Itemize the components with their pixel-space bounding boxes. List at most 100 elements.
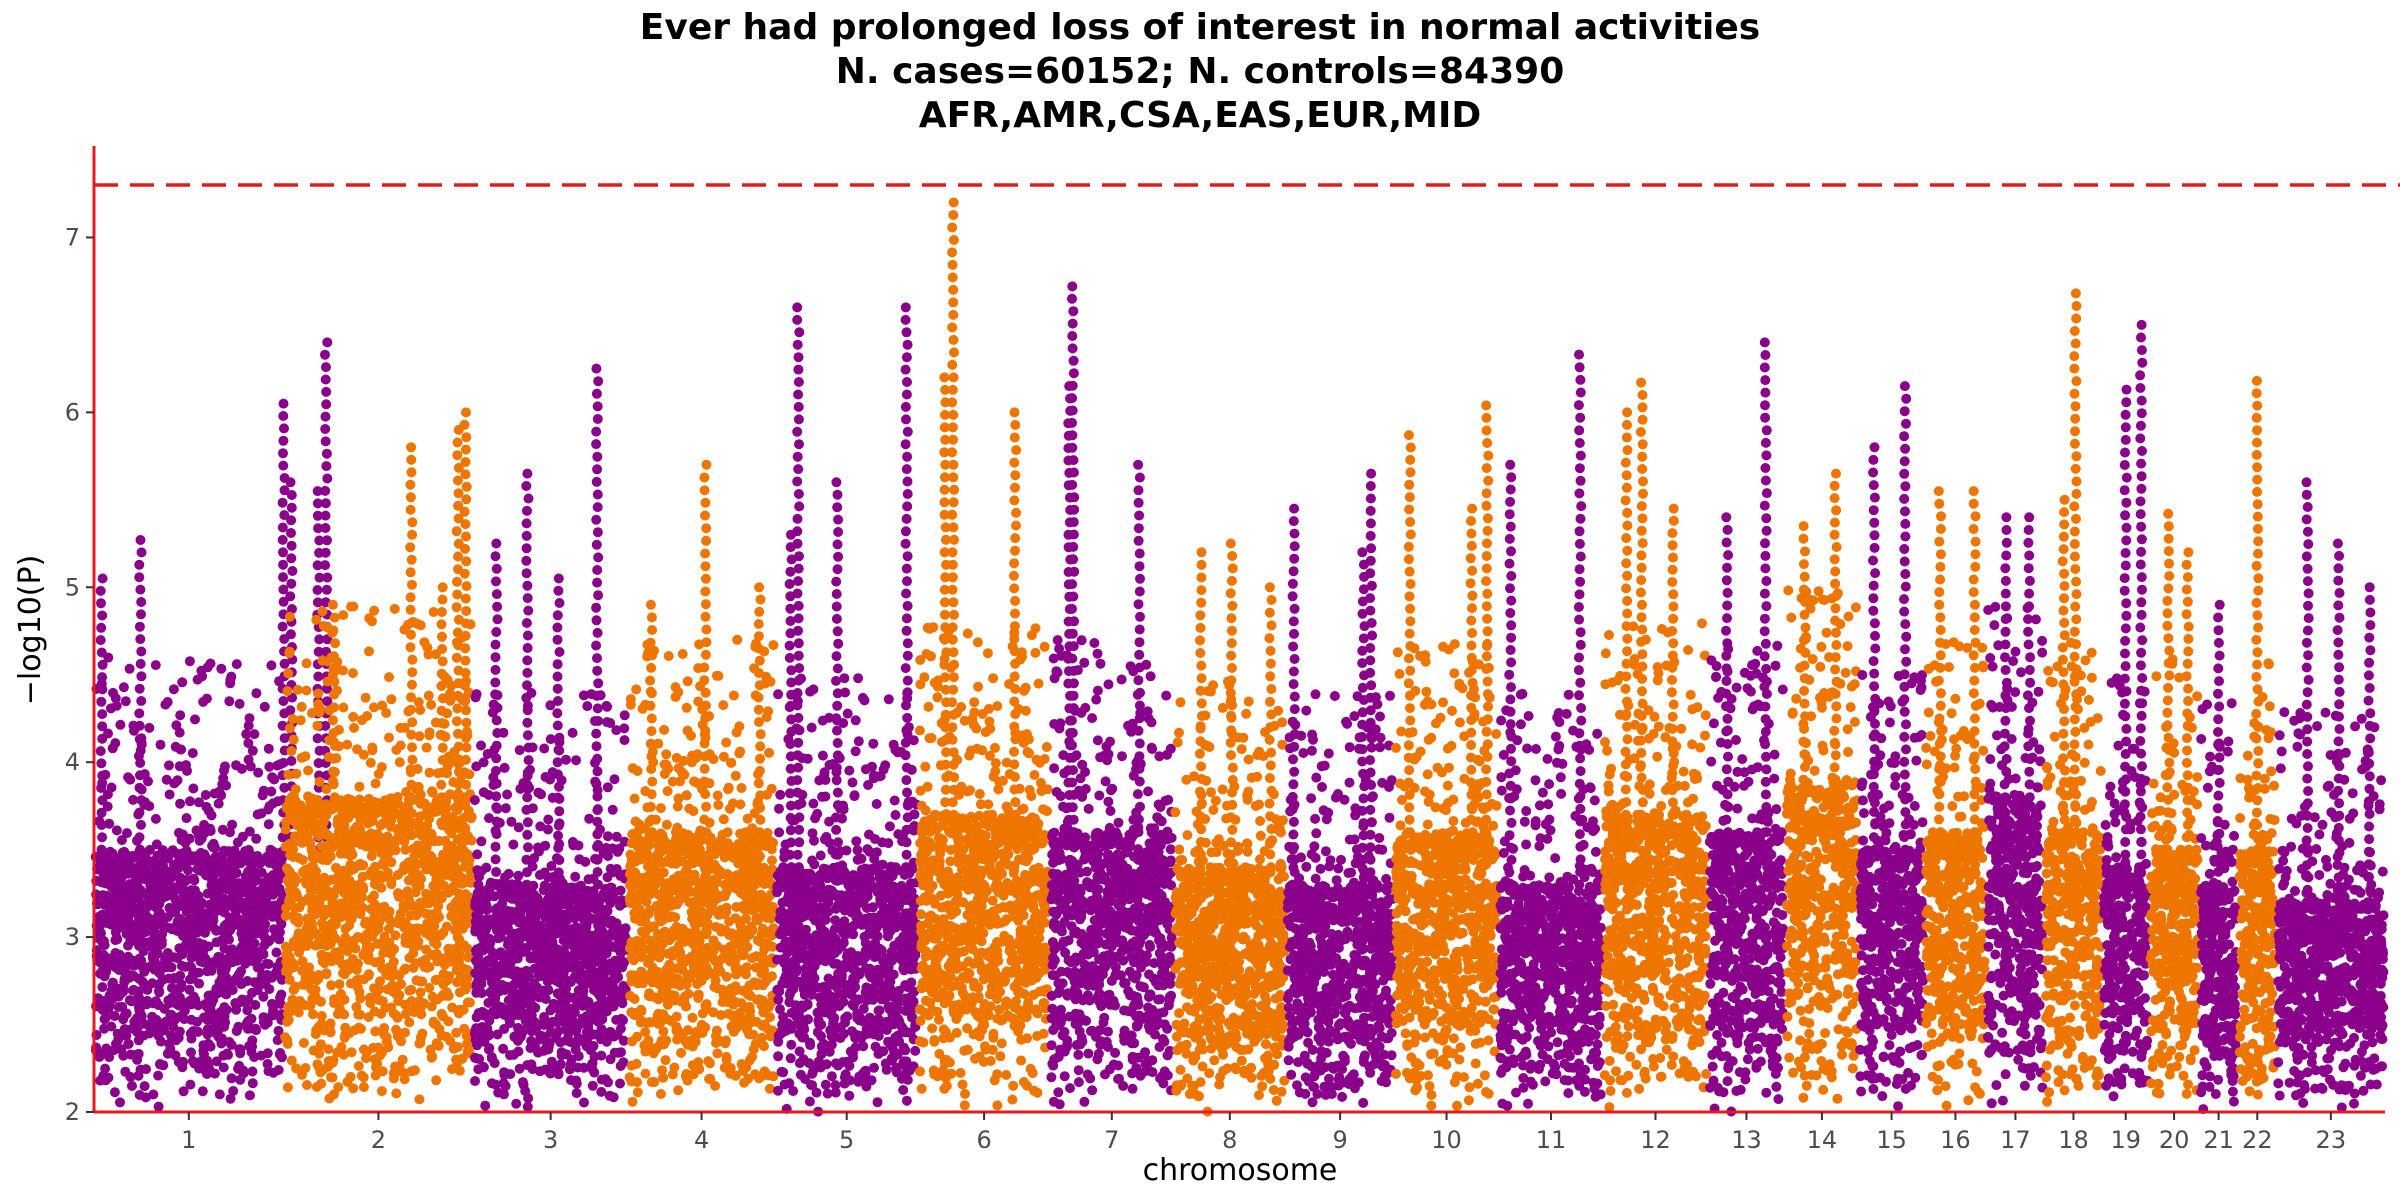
data-point	[151, 839, 162, 850]
peak-point	[522, 468, 533, 479]
peak-point	[286, 756, 297, 766]
data-point	[163, 922, 174, 933]
data-point	[119, 846, 130, 857]
data-point	[106, 914, 117, 925]
peak-point	[134, 559, 145, 570]
data-point	[615, 1078, 625, 1089]
peak-point	[459, 568, 470, 579]
data-point	[571, 755, 581, 766]
data-point	[355, 909, 366, 919]
peak-point	[593, 678, 604, 689]
peak-point	[552, 634, 563, 645]
data-point	[369, 983, 379, 994]
data-point	[596, 1074, 607, 1085]
data-point	[545, 734, 556, 745]
data-point	[381, 945, 392, 956]
peak-point	[521, 518, 532, 529]
data-point	[607, 981, 618, 991]
data-point	[414, 1094, 425, 1105]
data-point	[162, 912, 173, 923]
data-point	[289, 960, 300, 970]
data-point	[248, 945, 259, 956]
peak-point	[491, 829, 502, 840]
data-point	[345, 1071, 356, 1082]
data-point	[333, 1082, 344, 1093]
data-point	[446, 828, 457, 839]
data-point	[499, 1069, 510, 1080]
data-point	[216, 901, 227, 912]
data-point	[301, 685, 312, 696]
data-point	[150, 660, 161, 671]
data-point	[438, 953, 449, 964]
data-point	[309, 896, 320, 907]
peak-point	[591, 741, 602, 752]
data-point	[426, 914, 437, 925]
data-point	[177, 677, 188, 688]
data-point	[350, 804, 361, 815]
data-point	[126, 899, 137, 910]
data-point	[259, 701, 270, 712]
data-point	[591, 904, 602, 915]
data-point	[299, 828, 310, 839]
peak-point	[490, 677, 501, 688]
peak-point	[491, 791, 502, 802]
data-point	[693, 993, 704, 1003]
data-point	[640, 1068, 651, 1079]
data-point	[321, 877, 332, 888]
peak-point	[328, 663, 339, 674]
data-point	[339, 1032, 350, 1043]
data-point	[478, 1062, 489, 1073]
peak-point	[461, 407, 471, 418]
data-point	[528, 951, 539, 962]
data-point	[426, 699, 437, 710]
data-point	[470, 692, 481, 703]
data-point	[315, 936, 326, 947]
data-point	[296, 701, 307, 712]
data-point	[362, 804, 373, 815]
data-point	[336, 901, 347, 912]
data-point	[139, 999, 150, 1010]
data-point	[105, 703, 116, 714]
data-point	[252, 809, 263, 820]
data-point	[120, 1066, 131, 1077]
data-point	[356, 839, 367, 850]
data-point	[140, 865, 151, 876]
peak-point	[97, 733, 108, 744]
data-point	[662, 999, 673, 1010]
data-point	[565, 909, 576, 920]
peak-point	[592, 577, 603, 588]
peak-point	[592, 816, 603, 827]
data-point	[332, 1047, 343, 1058]
data-point	[462, 1038, 473, 1049]
data-point	[578, 1036, 589, 1047]
peak-point	[522, 829, 533, 840]
data-point	[511, 1098, 522, 1109]
data-point	[282, 1016, 293, 1027]
data-point	[696, 1019, 707, 1030]
peak-point	[461, 779, 472, 790]
data-point	[642, 972, 653, 983]
data-point	[234, 698, 245, 709]
peak-point	[592, 841, 602, 852]
data-point	[159, 1025, 170, 1036]
data-point	[164, 760, 174, 771]
data-point	[609, 774, 620, 785]
peak-point	[592, 791, 603, 802]
data-point	[318, 1022, 329, 1033]
peak-point	[522, 667, 533, 678]
peak-point	[95, 746, 106, 757]
peak-point	[553, 867, 564, 878]
data-point	[208, 874, 219, 885]
data-point	[132, 1022, 143, 1033]
peak-point	[320, 485, 331, 496]
peak-point	[320, 349, 330, 360]
peak-point	[97, 770, 108, 781]
data-point	[301, 658, 312, 669]
data-point	[211, 1056, 222, 1067]
data-point	[168, 886, 179, 897]
data-point	[399, 1074, 410, 1085]
data-point	[133, 1035, 144, 1046]
data-point	[236, 966, 246, 977]
peak-point	[461, 481, 472, 492]
peak-point	[460, 593, 471, 604]
